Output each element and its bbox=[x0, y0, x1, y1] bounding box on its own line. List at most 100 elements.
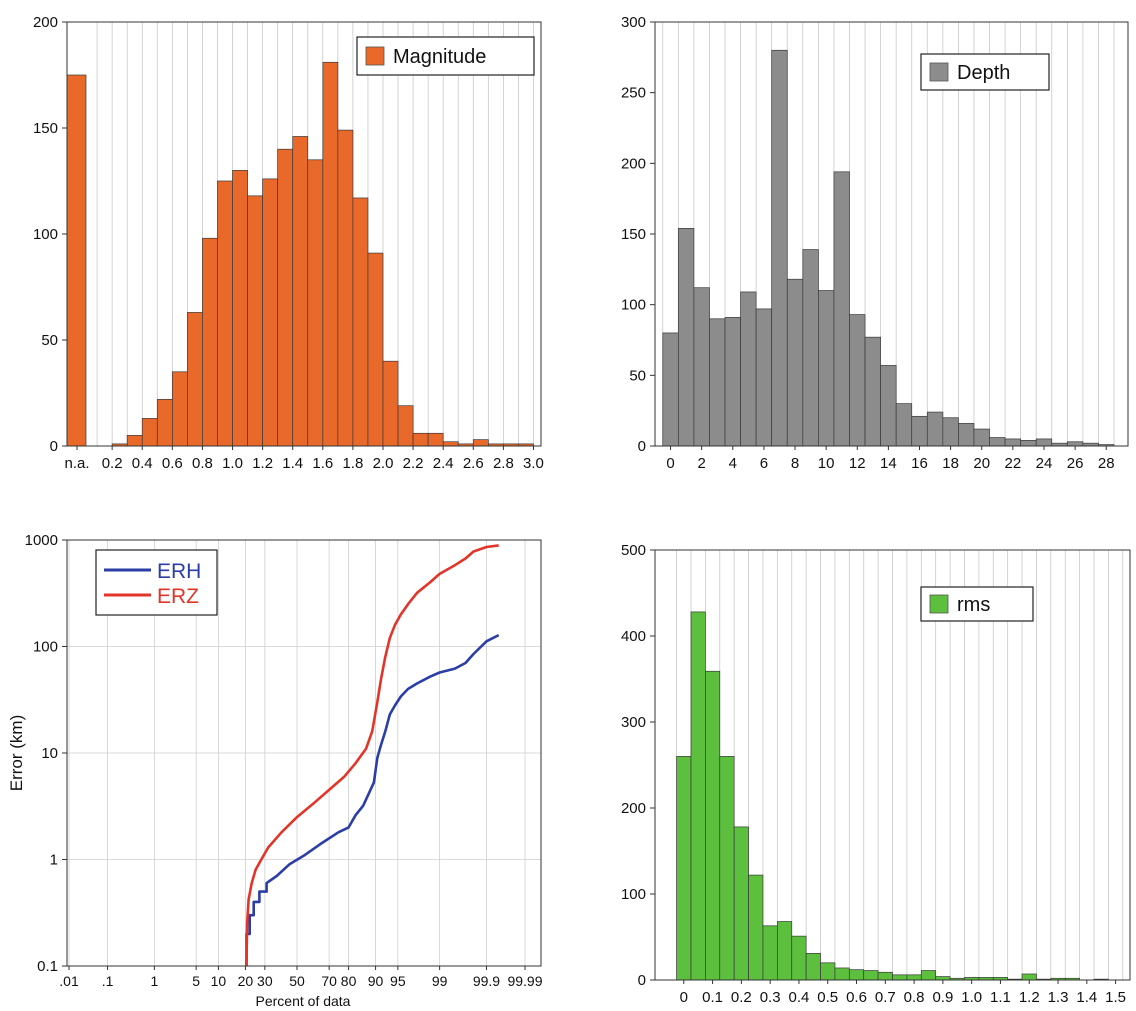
x-tick-label: 99.99 bbox=[507, 973, 542, 989]
bar bbox=[771, 49, 788, 447]
y-tick-label: 0 bbox=[638, 438, 646, 455]
bar bbox=[690, 611, 706, 981]
x-tick-label: 0.9 bbox=[932, 989, 953, 1006]
bar bbox=[705, 670, 721, 981]
bar bbox=[397, 405, 414, 447]
bar bbox=[892, 974, 908, 981]
bar bbox=[1004, 438, 1021, 447]
x-tick-label: 1 bbox=[150, 973, 158, 989]
y-tick-label: 50 bbox=[629, 367, 646, 384]
x-tick-label: 50 bbox=[289, 973, 305, 989]
bar bbox=[755, 308, 773, 447]
bar bbox=[709, 318, 726, 447]
bar bbox=[367, 252, 384, 447]
legend-box bbox=[356, 36, 535, 76]
x-tick-label: 22 bbox=[1005, 455, 1022, 472]
bar bbox=[277, 148, 294, 447]
bar bbox=[202, 237, 218, 447]
y-tick-label: 300 bbox=[621, 714, 646, 731]
x-tick-label: 1.2 bbox=[252, 455, 273, 472]
x-tick-label: 1.5 bbox=[1105, 989, 1126, 1006]
bar bbox=[1021, 973, 1037, 981]
y-tick-label: 100 bbox=[33, 639, 58, 656]
x-tick-label: 2.6 bbox=[463, 455, 484, 472]
x-tick-label: 2.0 bbox=[373, 455, 394, 472]
x-tick-label: 1.3 bbox=[1048, 989, 1069, 1006]
y-tick-label: 500 bbox=[621, 542, 646, 559]
plot-frame bbox=[654, 549, 1131, 981]
bar bbox=[849, 314, 866, 447]
bar bbox=[748, 874, 764, 981]
x-tick-label: 0.3 bbox=[760, 989, 781, 1006]
bar bbox=[442, 441, 459, 447]
bar bbox=[818, 290, 835, 447]
x-tick-label: 0.5 bbox=[817, 989, 838, 1006]
bar bbox=[942, 417, 959, 447]
bar bbox=[322, 61, 339, 447]
bar bbox=[187, 312, 203, 447]
x-tick-label: 14 bbox=[880, 455, 897, 472]
bar bbox=[232, 170, 248, 447]
bar bbox=[877, 971, 893, 981]
bar bbox=[906, 974, 922, 981]
x-tick-label: 30 bbox=[257, 973, 273, 989]
x-tick-label: 80 bbox=[341, 973, 357, 989]
x-tick-label: 0.8 bbox=[904, 989, 925, 1006]
x-tick-label: 18 bbox=[942, 455, 959, 472]
y-tick-label: 100 bbox=[33, 226, 58, 243]
bar bbox=[337, 129, 354, 447]
bar bbox=[863, 970, 879, 981]
y-tick-label: 150 bbox=[621, 226, 646, 243]
y-tick-label: 1 bbox=[50, 852, 58, 869]
bar bbox=[693, 287, 710, 447]
bar bbox=[864, 336, 881, 447]
y-tick-label: 100 bbox=[621, 297, 646, 314]
x-tick-label: 0.2 bbox=[731, 989, 752, 1006]
series-erh bbox=[245, 633, 500, 966]
bar bbox=[926, 411, 944, 447]
bar bbox=[833, 171, 850, 447]
x-tick-label: 0.2 bbox=[102, 455, 123, 472]
bar bbox=[911, 415, 928, 447]
x-tick-label: .1 bbox=[102, 973, 114, 989]
bar bbox=[989, 437, 1006, 447]
bar bbox=[895, 403, 913, 447]
series-erz bbox=[245, 544, 499, 967]
x-tick-label: 95 bbox=[390, 973, 406, 989]
x-tick-label: 1.0 bbox=[222, 455, 243, 472]
bar bbox=[820, 962, 836, 981]
bar bbox=[848, 969, 865, 981]
bar bbox=[307, 159, 324, 447]
x-tick-label: 12 bbox=[849, 455, 866, 472]
x-tick-label: 0.4 bbox=[789, 989, 810, 1006]
x-tick-label: 20 bbox=[973, 455, 990, 472]
y-tick-label: 200 bbox=[33, 14, 58, 31]
x-tick-label: 0.1 bbox=[702, 989, 723, 1006]
x-tick-label: 24 bbox=[1036, 455, 1053, 472]
x-axis-title: Percent of data bbox=[256, 993, 351, 1009]
bar bbox=[920, 970, 937, 981]
bar bbox=[427, 432, 444, 447]
x-tick-label: 1.8 bbox=[342, 455, 363, 472]
legend-label: rms bbox=[957, 594, 990, 616]
bar bbox=[262, 178, 279, 447]
x-tick-label: 0.7 bbox=[875, 989, 896, 1006]
x-tick-label: 90 bbox=[368, 973, 384, 989]
y-tick-label: 0 bbox=[638, 972, 646, 989]
x-tick-label: 1.4 bbox=[1076, 989, 1097, 1006]
bar bbox=[740, 291, 757, 447]
bar bbox=[973, 428, 990, 447]
y-tick-label: 100 bbox=[621, 886, 646, 903]
x-tick-label: 1.0 bbox=[961, 989, 982, 1006]
bar bbox=[141, 418, 158, 447]
x-tick-label: 0 bbox=[666, 455, 674, 472]
x-tick-label: 2.4 bbox=[433, 455, 454, 472]
y-tick-label: 150 bbox=[33, 120, 58, 137]
bar bbox=[352, 197, 369, 447]
bar bbox=[762, 925, 778, 981]
bar-na bbox=[66, 74, 87, 447]
bar bbox=[676, 756, 692, 981]
x-tick-label: 10 bbox=[211, 973, 227, 989]
bar bbox=[382, 360, 399, 447]
